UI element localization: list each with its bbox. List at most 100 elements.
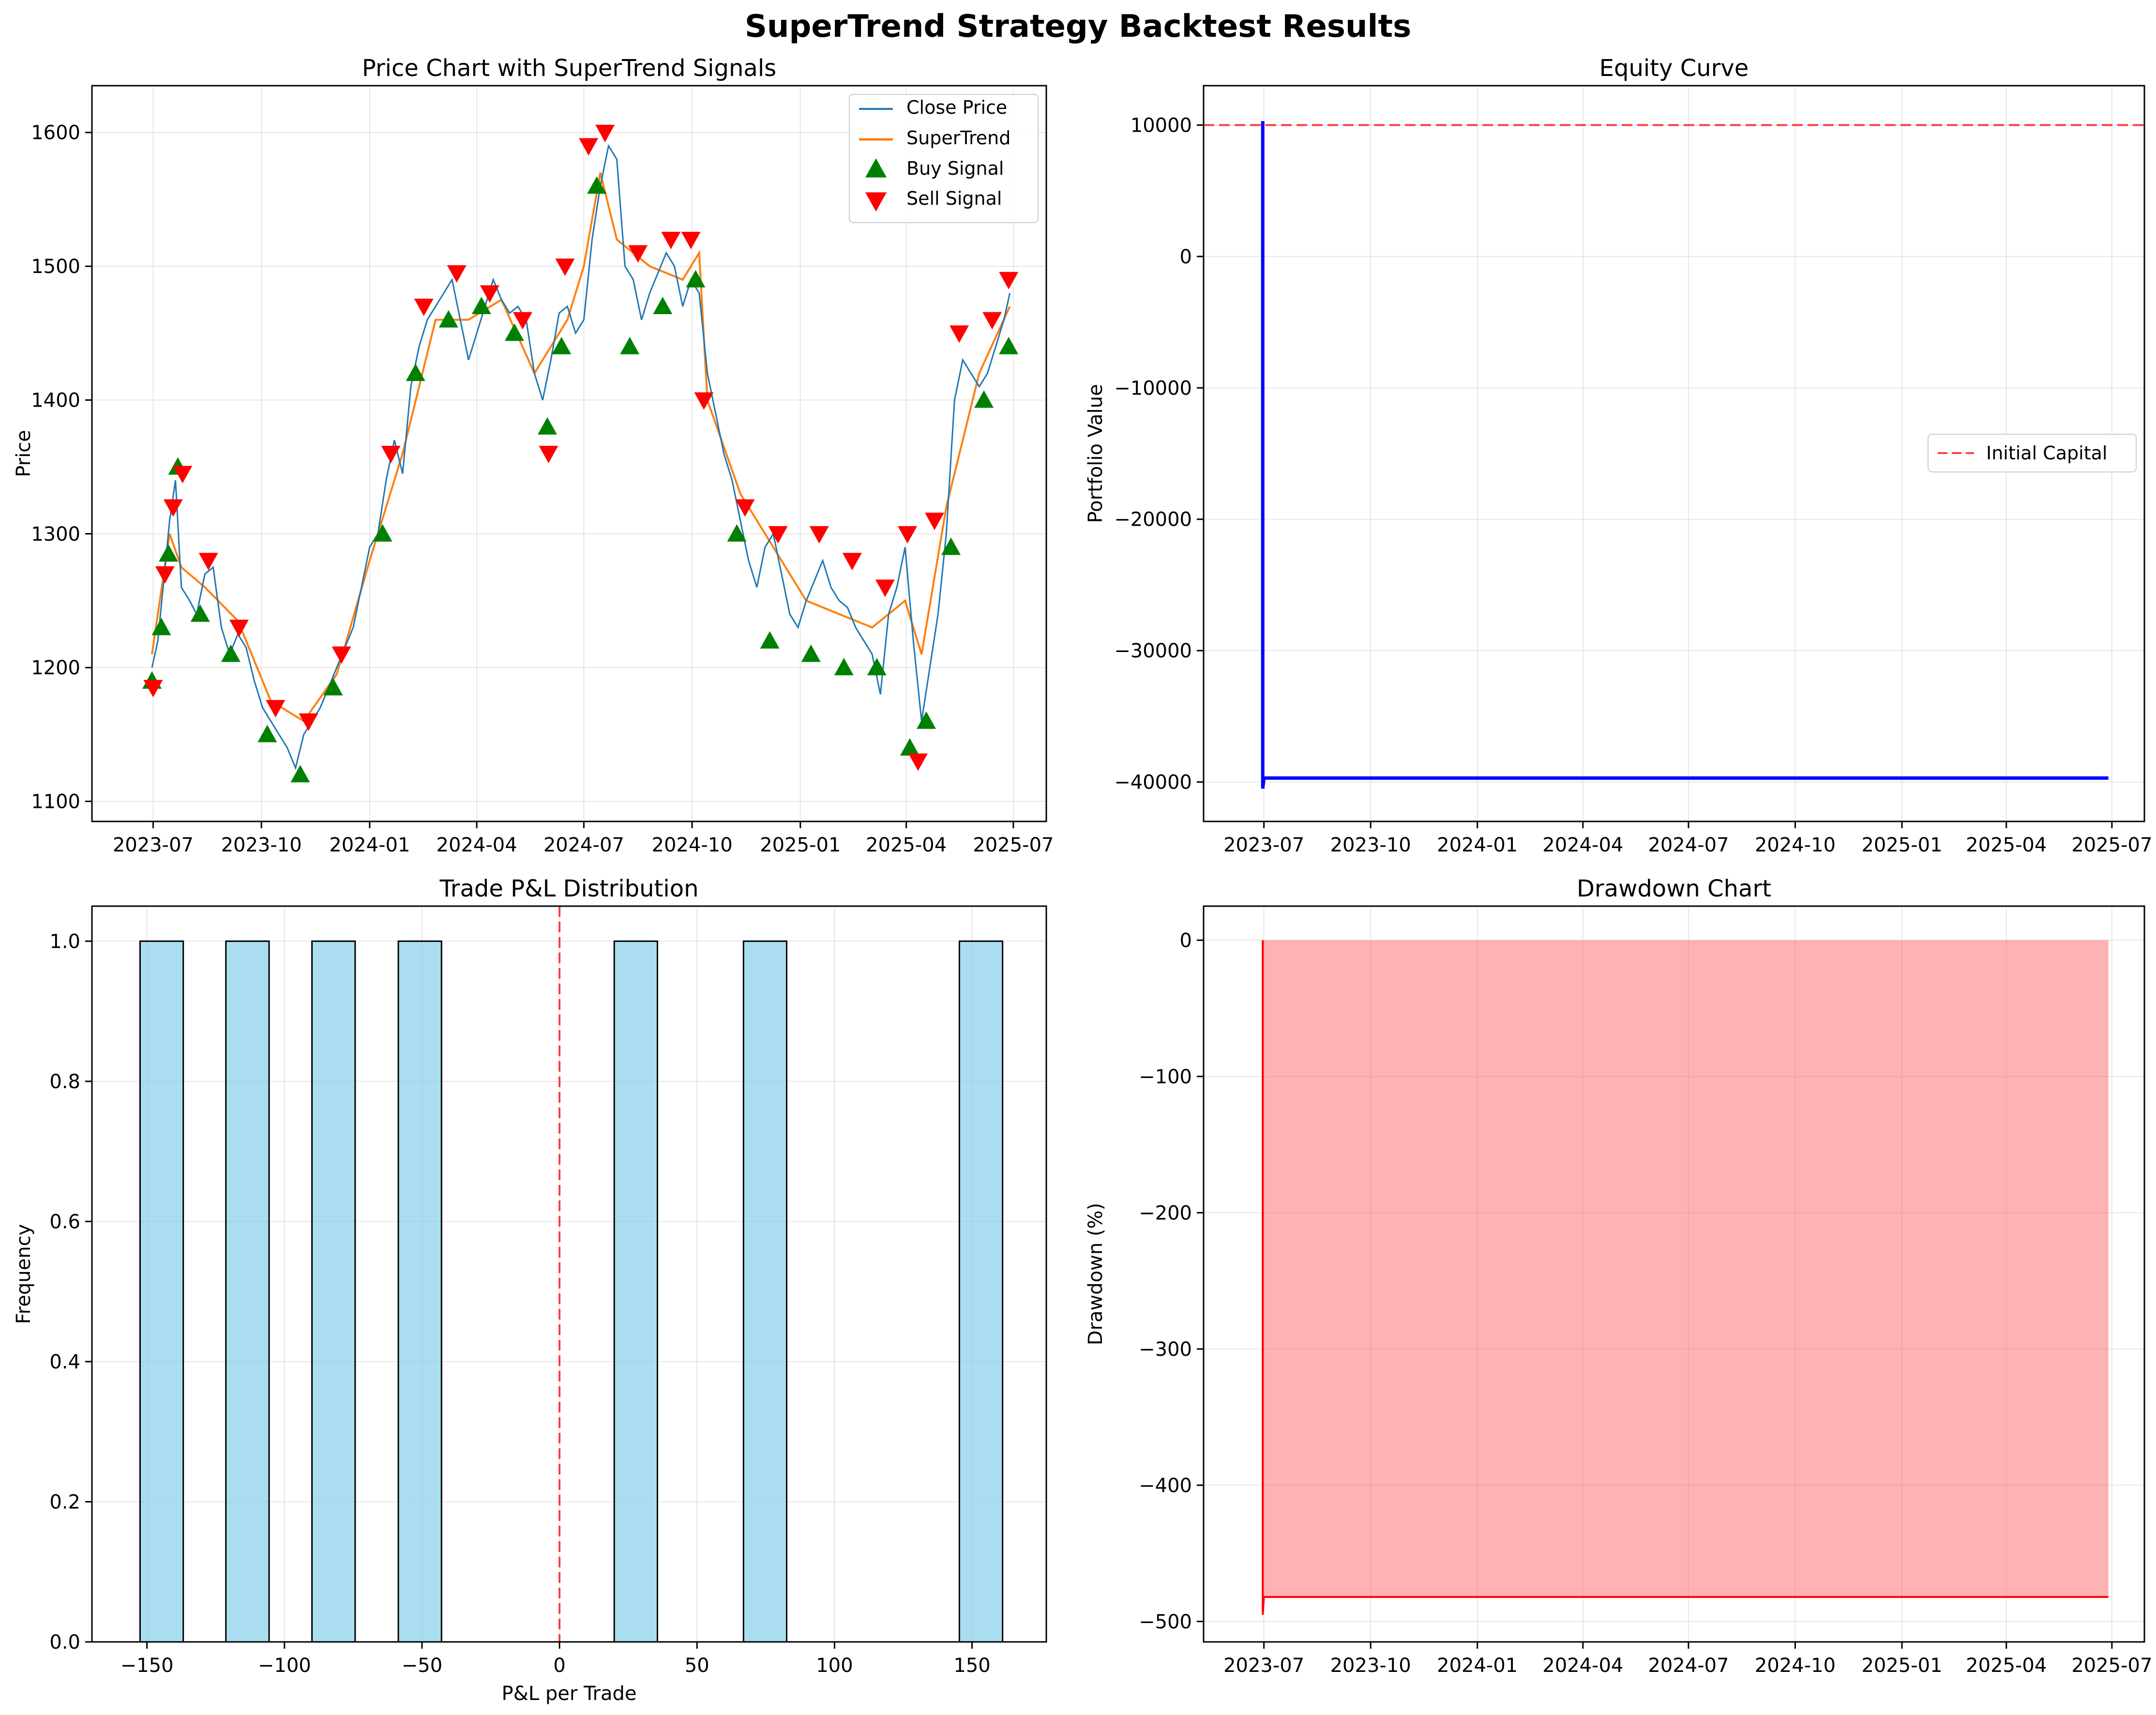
buy-signal-marker <box>373 524 392 542</box>
plot-area-drawdown <box>1262 940 2109 1615</box>
y-tick-label: 1100 <box>31 791 80 813</box>
y-tick-label: −100 <box>1139 1066 1192 1088</box>
plot-price: 2023-07 2023-10 2024-01 2024-04 2024-07 2024-… <box>13 55 1054 856</box>
sell-signal-marker <box>908 753 928 771</box>
y-tick-label: 0.6 <box>49 1211 80 1233</box>
histogram-bar <box>311 940 356 1642</box>
sell-signal-marker <box>332 646 351 664</box>
y-tick-label: 0.2 <box>49 1491 80 1513</box>
sell-signal-marker <box>163 499 183 517</box>
histogram-bar <box>139 940 184 1642</box>
x-tick-label: 2025-04 <box>866 834 947 856</box>
y-axis-label: Price <box>13 430 35 477</box>
x-tick-label: 2023-07 <box>1223 834 1304 856</box>
x-tick-label: 2024-04 <box>437 834 517 856</box>
y-tick-label: 0 <box>1180 929 1192 952</box>
y-tick-label: 1.0 <box>49 930 80 953</box>
buy-signal-marker <box>323 678 343 696</box>
buy-signal-marker <box>438 310 458 328</box>
x-tick-label: 2024-01 <box>1437 834 1518 856</box>
sell-signal-marker <box>875 579 895 597</box>
y-tick-label: 1500 <box>31 256 80 278</box>
x-tick-label: 2024-04 <box>1542 834 1623 856</box>
buy-signal-marker <box>221 644 241 662</box>
sell-signal-marker <box>999 272 1019 289</box>
legend-label: Initial Capital <box>1986 442 2107 464</box>
sell-signal-marker <box>480 285 499 303</box>
buy-signal-marker <box>257 725 277 743</box>
plot-equity: 2023-07 2023-10 2024-01 2024-04 2024-07 2024-… <box>1085 55 2152 856</box>
x-tick-label: 2024-10 <box>652 834 733 856</box>
sell-signal-marker <box>898 526 918 544</box>
x-tick-label: 2023-10 <box>1330 834 1411 856</box>
x-tick-label: 2025-01 <box>760 834 841 856</box>
x-tick-label: 2024-07 <box>543 834 624 856</box>
x-tick-label: 2023-07 <box>1223 1654 1304 1677</box>
plot-drawdown: 2023-07 2023-10 2024-01 2024-04 2024-07 2024-… <box>1085 875 2152 1677</box>
buy-signal-marker <box>941 537 961 555</box>
plot-pnl: −150 −100 −50 0 50 100 150 0.0 0.2 0.4 0.6 0.8 1.0 Tr… <box>13 875 1047 1705</box>
sell-signal-marker <box>809 526 829 544</box>
y-tick-label: 10000 <box>1131 114 1192 137</box>
buy-signal-marker <box>999 336 1019 354</box>
legend-label: Close Price <box>906 97 1007 118</box>
buy-signal-marker <box>900 738 920 756</box>
x-tick-label: 2023-07 <box>113 834 194 856</box>
sell-signal-marker <box>539 446 558 463</box>
sell-signal-marker <box>628 245 648 263</box>
x-tick-label: 2024-04 <box>1542 1654 1623 1677</box>
plot-area-price <box>142 124 1019 783</box>
drawdown-area <box>1263 940 2109 1615</box>
sell-signal-marker <box>555 258 575 276</box>
x-tick-label: −50 <box>402 1654 442 1677</box>
x-tick-label: 0 <box>553 1654 565 1677</box>
x-tick-label: 150 <box>953 1654 990 1677</box>
drawdown-line <box>1262 940 2109 1615</box>
y-axis-label: Frequency <box>13 1224 35 1324</box>
sell-signal-marker <box>579 138 599 156</box>
sell-signal-marker <box>694 392 714 410</box>
sell-signal-marker <box>266 700 286 718</box>
sell-signal-marker <box>229 620 249 637</box>
y-tick-label: 0 <box>1180 246 1192 268</box>
supertrend-line <box>151 172 1011 723</box>
y-tick-label: −40000 <box>1114 772 1192 794</box>
x-tick-label: 2024-10 <box>1755 834 1836 856</box>
legend-swatch-sell <box>865 192 887 212</box>
histogram-bar <box>613 940 658 1642</box>
axes-frame <box>91 85 1047 822</box>
x-tick-label: 100 <box>816 1654 853 1677</box>
x-tick-label: 2025-07 <box>2071 1654 2152 1677</box>
x-tick-label: 2025-01 <box>1861 1654 1942 1677</box>
legend-label: Buy Signal <box>906 158 1004 179</box>
buy-signal-marker <box>471 297 491 314</box>
buy-signal-marker <box>406 364 425 381</box>
buy-signal-marker <box>538 417 558 435</box>
y-tick-label: −500 <box>1139 1611 1192 1633</box>
sell-signal-marker <box>925 513 945 531</box>
x-tick-label: 2024-07 <box>1648 1654 1729 1677</box>
close-price-line <box>151 144 1011 771</box>
sell-signal-marker <box>414 299 434 316</box>
legend-box <box>1928 434 2137 472</box>
sell-signal-marker <box>155 566 175 584</box>
buy-signal-marker <box>727 524 747 542</box>
plot-title: Equity Curve <box>1599 55 1749 82</box>
x-tick-label: 2025-04 <box>1966 834 2047 856</box>
y-tick-label: −30000 <box>1114 640 1192 662</box>
sell-signal-marker <box>198 553 218 571</box>
x-tick-label: −150 <box>121 1654 174 1677</box>
x-tick-label: 2024-07 <box>1648 834 1729 856</box>
sell-signal-marker <box>768 526 788 544</box>
sell-signal-marker <box>173 466 193 484</box>
sell-signal-marker <box>982 312 1002 330</box>
y-tick-label: −400 <box>1139 1474 1192 1497</box>
figure-title: SuperTrend Strategy Backtest Results <box>744 9 1412 45</box>
buy-signal-marker <box>620 336 640 354</box>
y-axis-label: Drawdown (%) <box>1085 1203 1107 1345</box>
buy-signal-marker <box>916 711 936 729</box>
buy-signal-marker <box>151 618 171 636</box>
x-tick-label: 2025-07 <box>973 834 1054 856</box>
sell-signal-marker <box>299 713 318 731</box>
